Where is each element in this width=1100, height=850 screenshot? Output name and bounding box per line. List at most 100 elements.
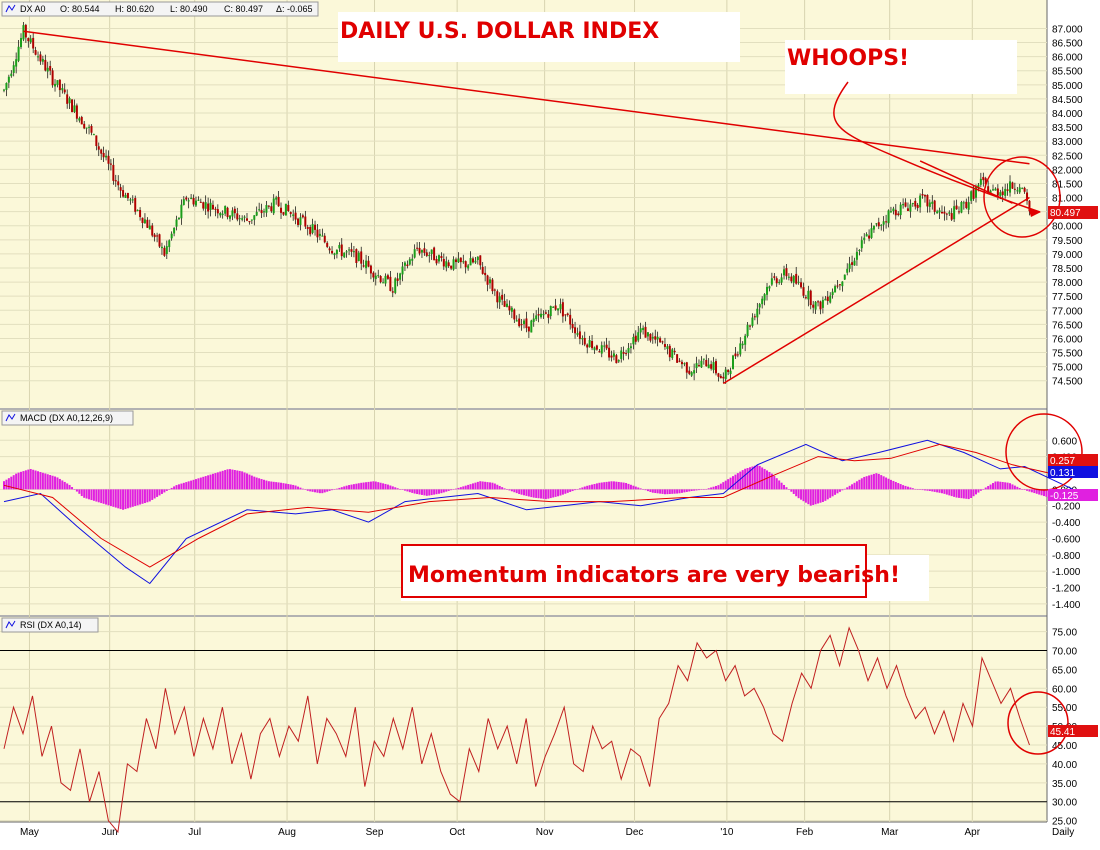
candle-body: [92, 134, 95, 136]
histogram-bar: [34, 470, 37, 490]
histogram-bar: [382, 483, 385, 490]
candle-body: [114, 180, 117, 182]
candle-body: [282, 212, 285, 215]
histogram-bar: [547, 489, 550, 499]
histogram-bar: [214, 473, 217, 490]
histogram-bar: [965, 489, 968, 499]
candle-body: [860, 240, 863, 249]
histogram-bar: [365, 482, 368, 490]
histogram-bar: [739, 471, 742, 490]
candle-body: [527, 326, 530, 332]
histogram-bar: [680, 489, 683, 493]
histogram-bar: [238, 470, 241, 490]
histogram-bar: [1016, 486, 1019, 490]
histogram-bar: [629, 484, 632, 490]
histogram-bar: [136, 489, 139, 506]
histogram-bar: [809, 489, 812, 506]
candle-body: [117, 181, 120, 186]
histogram-bar: [979, 489, 982, 491]
histogram-bar: [248, 474, 251, 490]
candle-body: [666, 346, 669, 349]
histogram-bar: [498, 485, 501, 490]
candle-body: [921, 194, 924, 196]
histogram-bar: [396, 488, 399, 490]
candle-body: [591, 341, 594, 349]
price-tick-label: 75.500: [1052, 349, 1083, 360]
histogram-bar: [496, 484, 499, 490]
candle-body: [95, 135, 98, 147]
histogram-bar: [659, 489, 662, 494]
month-label: May: [20, 827, 39, 838]
candle-body: [778, 281, 781, 283]
candle-body: [146, 219, 149, 228]
histogram-bar: [843, 488, 846, 490]
histogram-bar: [44, 473, 47, 490]
candle-body: [301, 215, 304, 218]
candle-body: [1018, 187, 1021, 193]
histogram-bar: [751, 466, 754, 490]
candle-body: [7, 76, 10, 83]
price-candles: [3, 21, 1031, 384]
histogram-bar: [467, 484, 470, 490]
grid-lines: [0, 0, 1047, 822]
candle-body: [345, 251, 348, 253]
right-axis: [1047, 0, 1100, 850]
histogram-bar: [566, 489, 569, 493]
histogram-bar: [173, 486, 176, 490]
histogram-bar: [282, 483, 285, 490]
candle-body: [826, 296, 829, 302]
candle-body: [58, 79, 61, 91]
period-label: Daily: [1052, 827, 1074, 838]
candle-body: [936, 211, 939, 214]
histogram-bar: [826, 489, 829, 500]
histogram-bar: [49, 475, 52, 490]
histogram-bar: [943, 489, 946, 494]
histogram-bar: [838, 489, 841, 492]
candle-body: [1011, 182, 1014, 189]
candle-body: [700, 360, 703, 368]
histogram-bar: [471, 483, 474, 490]
candle-body: [272, 198, 275, 214]
macd-tick-label: -0.200: [1052, 502, 1081, 513]
histogram-bar: [469, 484, 472, 490]
histogram-bar: [523, 489, 526, 496]
candle-body: [148, 225, 151, 230]
candle-body: [66, 94, 69, 104]
histogram-bar: [527, 489, 530, 497]
candle-body: [625, 353, 628, 355]
candle-body: [877, 222, 880, 227]
histogram-bar: [989, 484, 992, 490]
histogram-bar: [892, 480, 895, 490]
rsi-tick-label: 65.00: [1052, 665, 1077, 676]
histogram-bar: [194, 479, 197, 490]
candle-body: [501, 294, 504, 300]
histogram-bar: [151, 489, 154, 500]
macd-tick-label: 0.600: [1052, 436, 1077, 447]
candle-body: [753, 316, 756, 318]
histogram-bar: [170, 487, 173, 490]
candle-body: [1021, 187, 1024, 189]
histogram-bar: [928, 489, 931, 491]
histogram-bar: [204, 476, 207, 490]
candle-body: [423, 248, 426, 253]
open-label: O: 80.544: [60, 4, 100, 14]
histogram-bar: [807, 489, 810, 505]
price-tick-label: 82.000: [1052, 165, 1083, 176]
histogram-bar: [902, 485, 905, 490]
candle-body: [858, 249, 861, 251]
price-tick-label: 86.500: [1052, 39, 1083, 50]
candle-body: [775, 278, 778, 284]
candle-body: [948, 212, 951, 214]
candle-body: [192, 197, 195, 205]
price-tick-label: 85.000: [1052, 81, 1083, 92]
candle-body: [294, 212, 297, 220]
candle-body: [214, 208, 217, 210]
candle-body: [355, 249, 358, 264]
candle-body: [233, 208, 236, 214]
candle-body: [795, 273, 798, 284]
candle-body: [520, 324, 523, 326]
candle-body: [331, 250, 334, 254]
candle-body: [1028, 200, 1031, 212]
candle-body: [612, 353, 615, 357]
histogram-bar: [362, 482, 365, 490]
